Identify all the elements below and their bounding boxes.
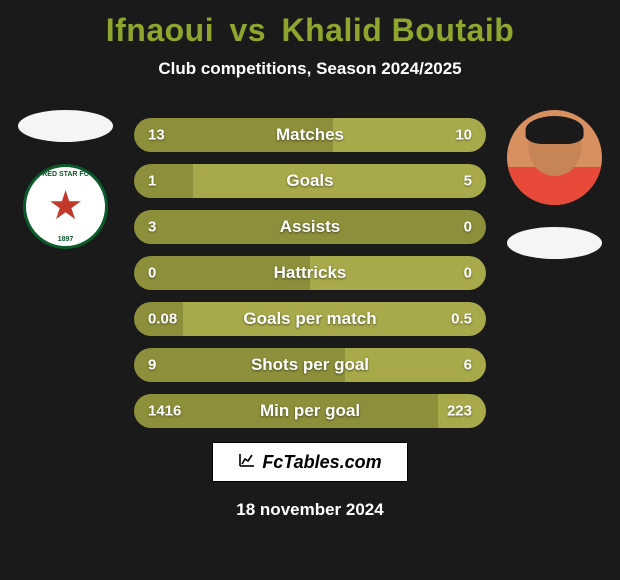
- stat-label: Assists: [280, 217, 340, 237]
- branding-text: FcTables.com: [262, 452, 381, 473]
- club-logo-bottom-text: 1897: [58, 236, 74, 243]
- left-club-logo: RED STAR FC ★ 1897: [23, 164, 108, 249]
- stat-row: 0.080.5Goals per match: [134, 302, 486, 336]
- right-club-name-oval: [507, 227, 602, 259]
- right-player-column: [507, 110, 602, 259]
- stat-row: 15Goals: [134, 164, 486, 198]
- chart-icon: [238, 452, 256, 473]
- stat-overlay: Goals: [134, 164, 486, 198]
- stat-overlay: Assists: [134, 210, 486, 244]
- branding-badge: FcTables.com: [212, 442, 408, 482]
- stat-row: 30Assists: [134, 210, 486, 244]
- stat-row: 96Shots per goal: [134, 348, 486, 382]
- stat-label: Hattricks: [274, 263, 347, 283]
- stat-row: 00Hattricks: [134, 256, 486, 290]
- stat-row: 1416223Min per goal: [134, 394, 486, 428]
- stat-label: Goals per match: [243, 309, 376, 329]
- date-text: 18 november 2024: [236, 500, 383, 520]
- stat-label: Goals: [286, 171, 333, 191]
- stat-label: Matches: [276, 125, 344, 145]
- stat-overlay: Goals per match: [134, 302, 486, 336]
- stat-overlay: Shots per goal: [134, 348, 486, 382]
- title-vs: vs: [230, 12, 267, 48]
- stat-overlay: Hattricks: [134, 256, 486, 290]
- stat-row: 1310Matches: [134, 118, 486, 152]
- right-player-photo: [507, 110, 602, 205]
- player-hair: [525, 116, 584, 145]
- stats-container: 1310Matches 15Goals 30Assists 00Hattricks 0.…: [134, 118, 486, 428]
- left-player-column: RED STAR FC ★ 1897: [18, 110, 113, 249]
- left-player-name-oval: [18, 110, 113, 142]
- title-right: Khalid Boutaib: [281, 12, 514, 48]
- stat-overlay: Matches: [134, 118, 486, 152]
- subtitle: Club competitions, Season 2024/2025: [0, 59, 620, 79]
- stat-overlay: Min per goal: [134, 394, 486, 428]
- club-logo-top-text: RED STAR FC: [42, 171, 89, 178]
- star-icon: ★: [48, 186, 84, 226]
- title-left: Ifnaoui: [106, 12, 214, 48]
- stat-label: Shots per goal: [251, 355, 369, 375]
- stat-label: Min per goal: [260, 401, 360, 421]
- page-title: Ifnaoui vs Khalid Boutaib: [0, 0, 620, 49]
